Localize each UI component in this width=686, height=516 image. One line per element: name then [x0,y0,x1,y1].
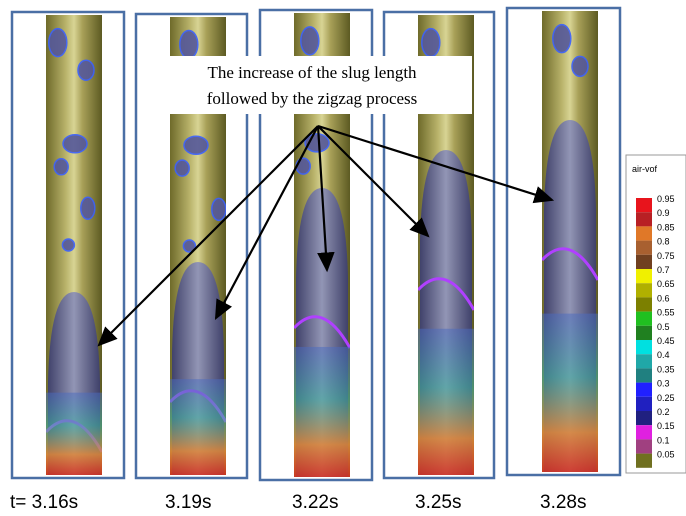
legend-label: 0.15 [657,421,675,431]
panel-frame [258,8,374,482]
panel-frame [382,10,496,480]
legend-label: 0.3 [657,379,670,389]
liquid-bottom [418,328,474,475]
annotation-line: The increase of the slug length [207,63,417,82]
annotation-box [152,56,472,114]
legend: air-vof 0.95 0.9 0.85 0.8 0.75 0.7 0.65 0.6 0.55… [625,154,686,474]
legend-label: 0.55 [657,308,675,318]
time-label: t= 3.16s [10,492,78,513]
time-label: 3.22s [292,492,338,513]
liquid-bottom [170,379,226,475]
annotation-line: followed by the zigzag process [207,89,418,108]
legend-label: 0.25 [657,393,675,403]
bubble [183,135,209,155]
panel [46,15,102,475]
liquid-bottom [46,392,102,475]
legend-swatch [636,354,652,369]
legend-label: 0.05 [657,450,675,460]
time-label: 3.25s [415,492,461,513]
panel-frame [10,10,126,480]
time-label: 3.28s [540,492,586,513]
bubble [211,197,226,222]
interface [418,277,474,311]
legend-swatch [636,340,652,355]
arrow [214,125,319,320]
legend-swatch [636,368,652,383]
bubble [48,27,68,58]
legend-label: 0.9 [657,208,670,218]
bubble [80,196,96,220]
legend-swatch [636,240,652,255]
bubble [174,159,190,177]
legend-label: 0.4 [657,350,670,360]
legend-label: 0.1 [657,435,670,445]
liquid-bottom [542,313,598,472]
bubble [552,23,572,54]
legend-label: 0.45 [657,336,675,346]
panel-frame [134,12,249,480]
bubble [295,157,311,175]
legend-swatch [636,382,652,397]
legend-box [625,154,686,474]
panel [542,11,598,472]
arrow [317,125,430,238]
interface [542,247,598,281]
legend-swatch [636,396,652,411]
arrows [97,124,555,347]
legend-label: 0.7 [657,265,670,275]
legend-label: 0.5 [657,322,670,332]
legend-swatch [636,297,652,312]
legend-label: 0.8 [657,237,670,247]
bubble [53,158,69,176]
legend-label: 0.65 [657,279,675,289]
bubble [571,55,589,78]
legend-swatch [636,411,652,426]
legend-swatch [636,453,652,468]
legend-swatch [636,212,652,227]
bubble [300,26,320,56]
legend-swatch [636,283,652,298]
legend-swatch [636,269,652,284]
bubble [77,59,95,81]
bubble [179,29,199,60]
legend-title: air-vof [632,164,658,174]
arrow [316,125,335,273]
arrow [97,125,319,347]
bubble [182,239,197,253]
legend-swatch [636,254,652,269]
panel-frame [505,6,622,477]
legend-swatch [636,311,652,326]
legend-label: 0.6 [657,293,670,303]
legend-swatch [636,425,652,440]
liquid-bottom [294,346,350,477]
legend-label: 0.2 [657,407,670,417]
arrow [317,124,555,204]
legend-swatch [636,198,652,213]
bubble [61,238,76,252]
bubble [421,27,441,58]
legend-label: 0.75 [657,251,675,261]
legend-swatch [636,439,652,454]
bubble [62,134,88,154]
legend-swatch [636,325,652,340]
legend-swatch [636,226,652,241]
interface [294,315,350,349]
legend-label: 0.35 [657,364,675,374]
legend-label: 0.95 [657,194,675,204]
legend-label: 0.85 [657,222,675,232]
time-label: 3.19s [165,492,211,513]
